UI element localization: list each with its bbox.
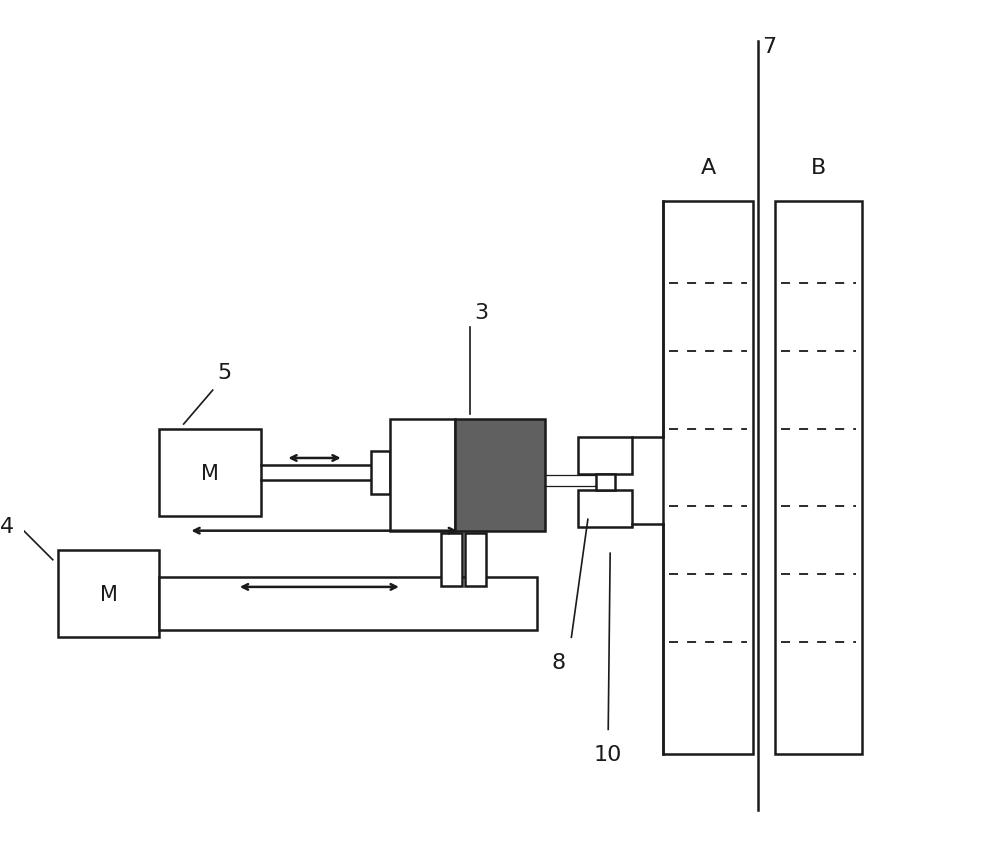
Bar <box>455 420 545 531</box>
Text: 7: 7 <box>762 37 776 57</box>
Bar <box>775 202 862 754</box>
Text: A: A <box>700 158 716 178</box>
Bar <box>58 550 159 637</box>
Text: 8: 8 <box>552 652 566 672</box>
Bar <box>159 429 261 516</box>
Text: 5: 5 <box>218 363 232 383</box>
Text: 10: 10 <box>594 744 622 764</box>
Bar <box>159 578 537 630</box>
Text: M: M <box>100 584 117 604</box>
Bar <box>596 475 615 491</box>
Bar <box>371 452 390 494</box>
Bar <box>663 202 753 754</box>
Bar <box>465 533 486 586</box>
Bar <box>578 491 632 527</box>
Text: 3: 3 <box>474 303 489 323</box>
Bar <box>441 533 462 586</box>
Bar <box>578 437 632 475</box>
Text: 4: 4 <box>0 516 14 536</box>
Text: B: B <box>811 158 826 178</box>
Bar <box>390 420 455 531</box>
Text: M: M <box>201 463 219 483</box>
